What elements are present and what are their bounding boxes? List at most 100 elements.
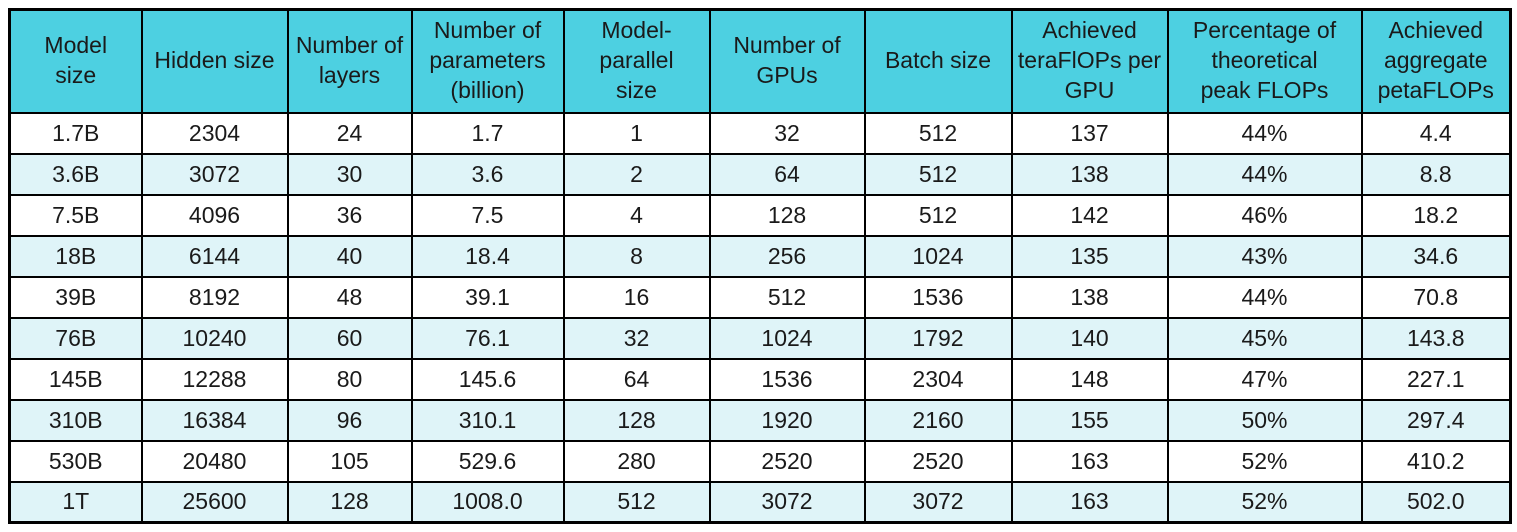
cell-achieved-aggregate-petaflops: 410.2 (1360, 439, 1512, 483)
cell-model-parallel-size: 280 (562, 439, 711, 483)
cell-batch-size: 512 (863, 111, 1013, 155)
cell-achieved-teraflops-per-gpu: 140 (1010, 316, 1169, 360)
table-row-18b: 18B 6144 40 18.4 8 256 1024 135 43% 34.6 (8, 234, 1512, 278)
cell-hidden-size: 16384 (140, 398, 289, 442)
cell-number-of-gpus: 512 (708, 275, 866, 319)
cell-percentage-of-theoretical-peak-flops: 46% (1166, 193, 1363, 237)
column-header-hidden-size: Hidden size (140, 8, 289, 114)
cell-achieved-teraflops-per-gpu: 138 (1010, 152, 1169, 196)
cell-achieved-aggregate-petaflops: 18.2 (1360, 193, 1512, 237)
table-row-310b: 310B 16384 96 310.1 128 1920 2160 155 50% 297.4 (8, 398, 1512, 442)
cell-model-size: 39B (8, 275, 143, 319)
cell-batch-size: 1536 (863, 275, 1013, 319)
cell-percentage-of-theoretical-peak-flops: 45% (1166, 316, 1363, 360)
cell-percentage-of-theoretical-peak-flops: 52% (1166, 480, 1363, 524)
column-header-number-of-gpus: Number of GPUs (708, 8, 866, 114)
table-body: 1.7B 2304 24 1.7 1 32 512 137 44% 4.4 3.6B 3072 30 3.… (8, 111, 1512, 524)
cell-number-of-parameters-billion: 76.1 (410, 316, 565, 360)
cell-achieved-aggregate-petaflops: 34.6 (1360, 234, 1512, 278)
cell-number-of-parameters-billion: 529.6 (410, 439, 565, 483)
cell-batch-size: 1024 (863, 234, 1013, 278)
cell-percentage-of-theoretical-peak-flops: 47% (1166, 357, 1363, 401)
cell-number-of-gpus: 64 (708, 152, 866, 196)
cell-model-parallel-size: 2 (562, 152, 711, 196)
cell-batch-size: 2304 (863, 357, 1013, 401)
cell-hidden-size: 6144 (140, 234, 289, 278)
cell-model-size: 18B (8, 234, 143, 278)
cell-number-of-gpus: 1920 (708, 398, 866, 442)
cell-model-parallel-size: 64 (562, 357, 711, 401)
column-header-model-parallel-size: Model-parallel size (562, 8, 711, 114)
cell-hidden-size: 3072 (140, 152, 289, 196)
cell-percentage-of-theoretical-peak-flops: 44% (1166, 111, 1363, 155)
column-header-number-of-layers: Number of layers (286, 8, 413, 114)
column-header-percentage-of-theoretical-peak-flops: Percentage of theoretical peak FLOPs (1166, 8, 1363, 114)
cell-number-of-layers: 36 (286, 193, 413, 237)
cell-number-of-parameters-billion: 145.6 (410, 357, 565, 401)
model-scaling-performance-table: Model size Hidden size Number of layers Num… (8, 8, 1512, 524)
table-row-7.5b: 7.5B 4096 36 7.5 4 128 512 142 46% 18.2 (8, 193, 1512, 237)
cell-batch-size: 2520 (863, 439, 1013, 483)
cell-number-of-gpus: 32 (708, 111, 866, 155)
cell-hidden-size: 20480 (140, 439, 289, 483)
cell-number-of-gpus: 128 (708, 193, 866, 237)
column-header-achieved-aggregate-petaflops: Achieved aggregate petaFLOPs (1360, 8, 1512, 114)
cell-achieved-aggregate-petaflops: 143.8 (1360, 316, 1512, 360)
cell-achieved-teraflops-per-gpu: 138 (1010, 275, 1169, 319)
cell-achieved-aggregate-petaflops: 4.4 (1360, 111, 1512, 155)
cell-number-of-layers: 24 (286, 111, 413, 155)
table-row-76b: 76B 10240 60 76.1 32 1024 1792 140 45% 143.8 (8, 316, 1512, 360)
cell-number-of-gpus: 3072 (708, 480, 866, 524)
cell-percentage-of-theoretical-peak-flops: 43% (1166, 234, 1363, 278)
table-row-1.7b: 1.7B 2304 24 1.7 1 32 512 137 44% 4.4 (8, 111, 1512, 155)
cell-hidden-size: 8192 (140, 275, 289, 319)
column-header-model-size: Model size (8, 8, 143, 114)
cell-achieved-aggregate-petaflops: 70.8 (1360, 275, 1512, 319)
cell-achieved-teraflops-per-gpu: 137 (1010, 111, 1169, 155)
cell-number-of-layers: 105 (286, 439, 413, 483)
cell-achieved-aggregate-petaflops: 502.0 (1360, 480, 1512, 524)
cell-model-parallel-size: 128 (562, 398, 711, 442)
cell-achieved-teraflops-per-gpu: 163 (1010, 439, 1169, 483)
cell-model-size: 1.7B (8, 111, 143, 155)
cell-model-size: 1T (8, 480, 143, 524)
cell-number-of-gpus: 1536 (708, 357, 866, 401)
cell-model-parallel-size: 8 (562, 234, 711, 278)
cell-percentage-of-theoretical-peak-flops: 44% (1166, 275, 1363, 319)
cell-percentage-of-theoretical-peak-flops: 52% (1166, 439, 1363, 483)
cell-model-parallel-size: 16 (562, 275, 711, 319)
cell-hidden-size: 10240 (140, 316, 289, 360)
cell-model-parallel-size: 512 (562, 480, 711, 524)
table-row-145b: 145B 12288 80 145.6 64 1536 2304 148 47% 227.1 (8, 357, 1512, 401)
column-header-achieved-teraflops-per-gpu: Achieved teraFlOPs per GPU (1010, 8, 1169, 114)
cell-batch-size: 2160 (863, 398, 1013, 442)
cell-number-of-parameters-billion: 1008.0 (410, 480, 565, 524)
cell-model-parallel-size: 1 (562, 111, 711, 155)
cell-hidden-size: 4096 (140, 193, 289, 237)
table-header: Model size Hidden size Number of layers Num… (8, 8, 1512, 114)
cell-number-of-gpus: 1024 (708, 316, 866, 360)
table-row-39b: 39B 8192 48 39.1 16 512 1536 138 44% 70.8 (8, 275, 1512, 319)
cell-number-of-layers: 40 (286, 234, 413, 278)
cell-model-size: 145B (8, 357, 143, 401)
cell-number-of-layers: 80 (286, 357, 413, 401)
column-header-batch-size: Batch size (863, 8, 1013, 114)
cell-number-of-layers: 128 (286, 480, 413, 524)
cell-batch-size: 512 (863, 152, 1013, 196)
cell-achieved-teraflops-per-gpu: 142 (1010, 193, 1169, 237)
cell-number-of-layers: 30 (286, 152, 413, 196)
table-row-1t: 1T 25600 128 1008.0 512 3072 3072 163 52% 502.0 (8, 480, 1512, 524)
cell-batch-size: 512 (863, 193, 1013, 237)
cell-number-of-gpus: 256 (708, 234, 866, 278)
cell-hidden-size: 25600 (140, 480, 289, 524)
cell-number-of-layers: 96 (286, 398, 413, 442)
cell-model-size: 310B (8, 398, 143, 442)
cell-achieved-teraflops-per-gpu: 163 (1010, 480, 1169, 524)
cell-achieved-teraflops-per-gpu: 135 (1010, 234, 1169, 278)
cell-number-of-parameters-billion: 7.5 (410, 193, 565, 237)
cell-achieved-aggregate-petaflops: 297.4 (1360, 398, 1512, 442)
cell-number-of-layers: 48 (286, 275, 413, 319)
cell-number-of-parameters-billion: 39.1 (410, 275, 565, 319)
cell-model-size: 530B (8, 439, 143, 483)
